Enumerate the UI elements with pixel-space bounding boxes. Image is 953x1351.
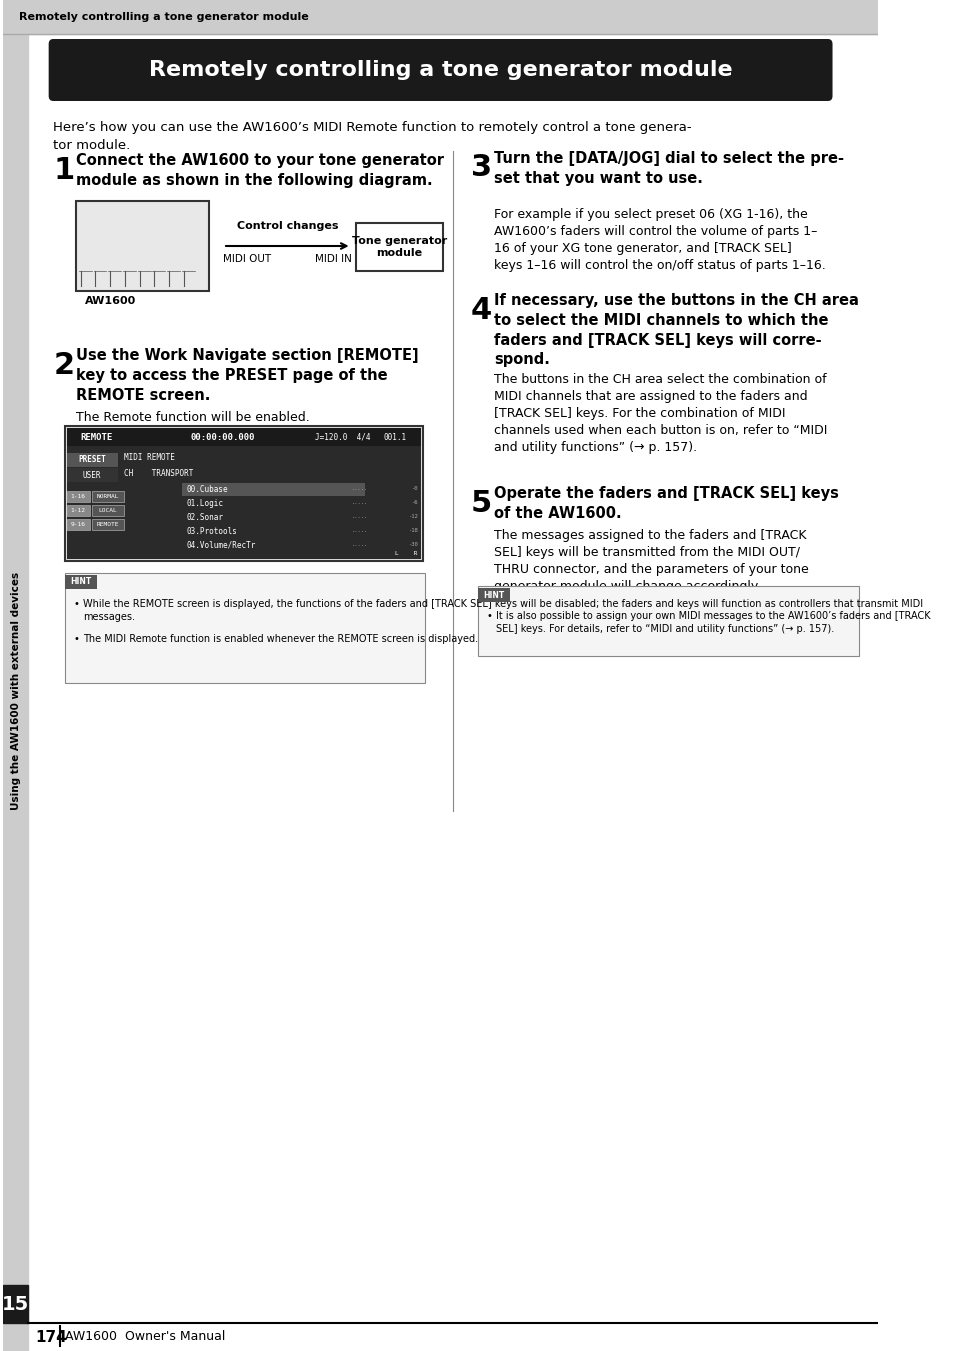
Bar (67, 519, 90, 530)
Text: J=120.0  4/4: J=120.0 4/4 (314, 432, 370, 442)
Bar (67, 505, 90, 516)
Text: AW1600: AW1600 (86, 296, 136, 305)
Text: Remotely controlling a tone generator module: Remotely controlling a tone generator mo… (19, 12, 309, 22)
Bar (67, 453, 117, 467)
Text: If necessary, use the buttons in the CH area
to select the MIDI channels to whic: If necessary, use the buttons in the CH … (494, 293, 858, 367)
Text: 01.Logic: 01.Logic (186, 499, 223, 508)
Text: Remotely controlling a tone generator module: Remotely controlling a tone generator mo… (149, 59, 732, 80)
Text: The MIDI Remote function is enabled whenever the REMOTE screen is displayed.: The MIDI Remote function is enabled when… (83, 634, 477, 644)
Text: CH    TRANSPORT: CH TRANSPORT (124, 470, 193, 478)
Text: •: • (73, 598, 79, 609)
Text: It is also possible to assign your own MIDI messages to the AW1600’s faders and : It is also possible to assign your own M… (496, 611, 929, 634)
Text: LOCAL: LOCAL (98, 508, 116, 512)
Text: PRESET: PRESET (78, 455, 106, 465)
Text: .....: ..... (352, 528, 368, 534)
Text: Turn the [DATA/JOG] dial to select the pre-
set that you want to use.: Turn the [DATA/JOG] dial to select the p… (494, 151, 843, 186)
Text: •: • (73, 634, 79, 644)
Bar (3, 1285, 29, 1323)
Text: HINT: HINT (71, 577, 91, 586)
Text: 02.Sonar: 02.Sonar (186, 512, 223, 521)
Bar (65, 576, 97, 589)
Bar (91, 505, 124, 516)
Bar (3, 34, 29, 1351)
Text: 15: 15 (2, 1294, 30, 1313)
Text: For example if you select preset 06 (XG 1-16), the
AW1600’s faders will control : For example if you select preset 06 (XG … (494, 208, 824, 272)
Bar (91, 490, 124, 503)
Text: Using the AW1600 with external devices: Using the AW1600 with external devices (10, 571, 21, 811)
Text: NORMAL: NORMAL (96, 493, 118, 499)
Text: 03.Protools: 03.Protools (186, 527, 237, 535)
Text: AW1600  Owner's Manual: AW1600 Owner's Manual (65, 1331, 225, 1343)
Text: Tone generator
module: Tone generator module (352, 236, 446, 258)
Text: -6: -6 (411, 500, 417, 505)
Text: L    R: L R (395, 551, 417, 557)
FancyBboxPatch shape (49, 39, 832, 101)
Text: HINT: HINT (483, 590, 504, 600)
Bar (67, 467, 117, 482)
Bar (67, 490, 90, 503)
Text: -18: -18 (408, 528, 417, 534)
Text: .....: ..... (352, 515, 368, 520)
Text: 1: 1 (53, 155, 74, 185)
Text: Operate the faders and [TRACK SEL] keys
of the AW1600.: Operate the faders and [TRACK SEL] keys … (494, 486, 838, 520)
Text: MIDI REMOTE: MIDI REMOTE (124, 454, 174, 462)
Text: 00:00:00.000: 00:00:00.000 (191, 432, 255, 442)
Text: .....: ..... (352, 486, 368, 492)
Text: While the REMOTE screen is displayed, the functions of the faders and [TRACK SEL: While the REMOTE screen is displayed, th… (83, 598, 922, 623)
Bar (3, 0, 878, 34)
Text: 9-16: 9-16 (71, 521, 86, 527)
Text: 001.1: 001.1 (383, 432, 406, 442)
Bar (65, 426, 423, 561)
Bar (477, 588, 510, 603)
Text: 1-16: 1-16 (71, 493, 86, 499)
Text: Control changes: Control changes (236, 222, 338, 231)
Text: 3: 3 (471, 153, 492, 182)
Text: -0: -0 (411, 486, 417, 492)
Bar (67, 428, 421, 446)
Text: -12: -12 (408, 515, 417, 520)
Text: MIDI IN: MIDI IN (314, 254, 352, 263)
Bar (91, 519, 124, 530)
Text: REMOTE: REMOTE (81, 432, 112, 442)
Text: 4: 4 (471, 296, 492, 326)
Text: USER: USER (83, 470, 101, 480)
Text: .....: ..... (352, 543, 368, 547)
Text: Use the Work Navigate section [REMOTE]
key to access the PRESET page of the
REMO: Use the Work Navigate section [REMOTE] k… (76, 349, 418, 403)
Text: •: • (486, 611, 492, 621)
Text: -30: -30 (408, 543, 417, 547)
Text: Connect the AW1600 to your tone generator
module as shown in the following diagr: Connect the AW1600 to your tone generato… (76, 153, 444, 188)
Bar (76, 201, 209, 290)
Text: The buttons in the CH area select the combination of
MIDI channels that are assi: The buttons in the CH area select the co… (494, 373, 826, 454)
Text: MIDI OUT: MIDI OUT (223, 254, 271, 263)
Text: 2: 2 (53, 351, 74, 380)
Text: REMOTE: REMOTE (96, 521, 118, 527)
Bar (355, 223, 443, 272)
Text: 1-12: 1-12 (71, 508, 86, 512)
Text: .....: ..... (352, 500, 368, 505)
Text: 04.Volume/RecTr: 04.Volume/RecTr (186, 540, 255, 550)
Bar (182, 484, 365, 496)
Text: 174: 174 (35, 1329, 67, 1344)
Text: 00.Cubase: 00.Cubase (186, 485, 228, 493)
Bar (477, 586, 859, 657)
Bar (67, 428, 421, 559)
Text: The Remote function will be enabled.: The Remote function will be enabled. (76, 411, 310, 424)
Text: The messages assigned to the faders and [TRACK
SEL] keys will be transmitted fro: The messages assigned to the faders and … (494, 530, 808, 593)
Text: Here’s how you can use the AW1600’s MIDI Remote function to remotely control a t: Here’s how you can use the AW1600’s MIDI… (53, 122, 691, 153)
Text: 5: 5 (471, 489, 492, 517)
Bar (65, 573, 424, 684)
